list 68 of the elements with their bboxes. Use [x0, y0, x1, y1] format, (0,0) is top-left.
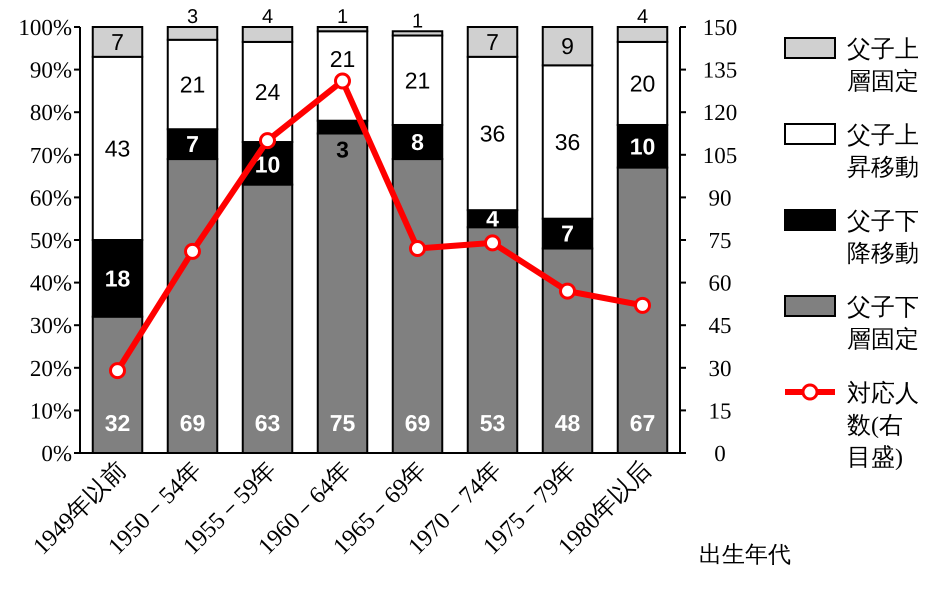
point [409, 240, 426, 258]
data-label: 8 [411, 129, 424, 156]
data-label: 10 [630, 133, 656, 160]
point [334, 72, 351, 90]
data-label: 32 [104, 410, 130, 436]
point [634, 296, 651, 314]
y-tick-label: 20% [30, 356, 72, 381]
data-label: 69 [180, 410, 206, 436]
data-label: 7 [561, 220, 574, 247]
y-tick-label: 60% [30, 185, 72, 210]
y2-tick-label: 90 [708, 185, 732, 210]
data-label: 3 [336, 136, 349, 162]
data-label: 75 [330, 410, 356, 436]
point [484, 234, 501, 252]
data-label: 21 [404, 67, 430, 94]
y-tick-label: 40% [30, 270, 72, 296]
data-label: 4 [262, 6, 274, 28]
data-label: 24 [254, 78, 280, 105]
y-tick-label: 70% [30, 142, 72, 168]
y2-tick-label: 0 [714, 441, 726, 466]
y2-tick-label: 150 [702, 15, 738, 40]
y2-tick-label: 120 [702, 100, 738, 126]
legend-label: 父子下層固定 [847, 295, 919, 353]
data-label: 1 [336, 6, 348, 28]
y2-tick-label: 45 [708, 313, 732, 338]
point [559, 282, 576, 300]
y2-tick-label: 75 [708, 228, 732, 253]
data-label: 43 [104, 135, 130, 162]
y2-tick-label: 135 [702, 58, 738, 83]
legend-label: 父子下降移動 [847, 209, 919, 267]
data-label: 21 [180, 72, 206, 98]
data-label: 67 [630, 410, 656, 436]
data-label: 7 [486, 28, 499, 55]
legend-label: 父子上層固定 [847, 37, 919, 95]
y-tick-label: 50% [30, 228, 72, 253]
y2-tick-label: 60 [708, 270, 732, 296]
data-label: 7 [186, 131, 199, 158]
data-label: 21 [330, 46, 356, 72]
y-tick-label: 0% [41, 441, 72, 466]
data-label: 1 [412, 10, 424, 32]
data-label: 9 [561, 33, 574, 60]
y2-tick-label: 105 [702, 142, 738, 168]
legend-label: 父子上昇移動 [847, 123, 919, 181]
data-label: 63 [254, 410, 280, 436]
y2-tick-label: 15 [708, 398, 732, 424]
point [259, 132, 276, 150]
y-tick-label: 30% [30, 313, 72, 338]
point [184, 242, 201, 260]
data-label: 10 [254, 152, 280, 178]
y-tick-label: 10% [30, 398, 72, 424]
data-label: 48 [554, 410, 580, 436]
data-label: 4 [636, 6, 648, 28]
y-tick-label: 90% [30, 58, 72, 83]
data-label: 53 [480, 410, 506, 436]
data-label: 3 [186, 6, 198, 28]
point [109, 362, 126, 380]
y-tick-label: 80% [30, 100, 72, 126]
data-label: 36 [480, 120, 506, 146]
data-label: 18 [104, 265, 130, 292]
y2-tick-label: 30 [708, 356, 732, 381]
y-tick-label: 100% [18, 15, 72, 40]
data-label: 7 [111, 28, 124, 55]
legend-label: 対応人数(右目盛) [847, 380, 919, 471]
data-label: 20 [630, 70, 656, 96]
data-label: 4 [486, 206, 500, 232]
data-label: 69 [404, 410, 430, 436]
data-label: 36 [554, 129, 580, 156]
x-axis-title: 出生年代 [699, 542, 791, 567]
